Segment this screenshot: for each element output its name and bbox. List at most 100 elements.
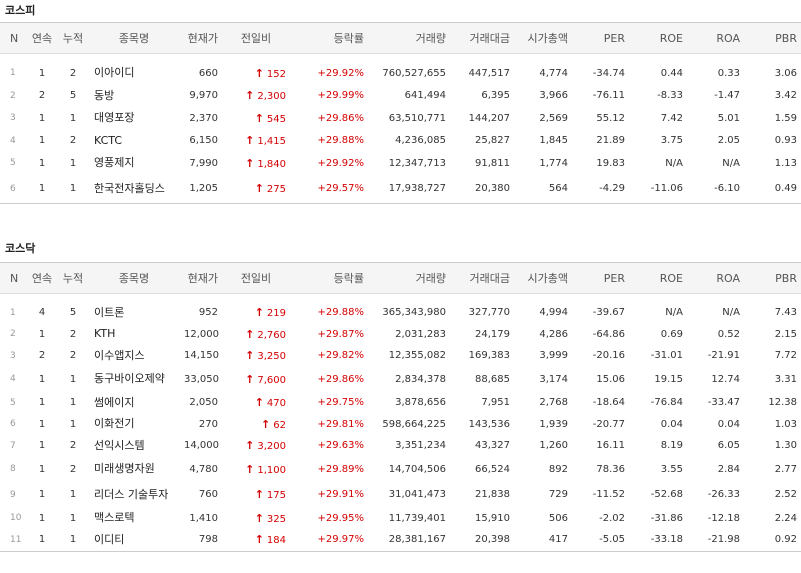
column-header-cap: 시가총액 [514,262,572,294]
cell-price: 798 [180,529,222,552]
table-row: 2 1 2 KTH 12,000 ↑ 2,760 +29.87% 2,031,283 24,179… [0,324,801,346]
cell-cum: 1 [69,112,77,124]
cell-price: 952 [198,307,218,319]
column-header-per: PER [572,22,629,54]
stock-name-link[interactable]: 맥스로텍 [94,511,135,525]
cell-change: ↑ 1,100 [222,457,290,483]
cell-n: 6 [0,174,26,204]
column-header-n: N [0,22,26,54]
cell-rate: +29.97% [290,529,368,552]
cell-price: 2,370 [189,112,218,124]
cell-streak: 1 [38,67,46,79]
cell-volume: 11,739,401 [388,512,446,524]
cell-volume: 31,041,473 [388,489,446,501]
cell-pbr: 0.49 [744,174,801,204]
stock-name-link[interactable]: 이트론 [94,305,125,319]
cell-value: 66,524 [475,463,510,475]
cell-price: 760 [198,489,218,501]
stock-name-link[interactable]: 이아이디 [94,66,135,80]
table-row: 8 1 2 미래생명자원 4,780 ↑ 1,100 +29.89% 14,704,506 66,… [0,457,801,483]
cell-roa: -12.18 [707,512,740,524]
table-row: 10 1 1 맥스로텍 1,410 ↑ 325 +29.95% 11,739,401 15,910… [0,508,801,530]
table-row: 4 1 2 KCTC 6,150 ↑ 1,415 +29.88% 4,236,085 25,827… [0,130,801,153]
cell-per: 78.36 [596,463,625,475]
cell-change: ↑ 3,250 [222,345,290,367]
cell-volume: 3,351,234 [395,440,446,452]
cell-price: 6,150 [189,135,218,147]
cell-streak: 1 [38,135,46,147]
stock-name-link[interactable]: 선익시스템 [94,438,145,452]
change-value: 219 [266,308,286,320]
cell-pbr: 2.52 [774,489,797,501]
up-arrow-icon: ↑ [254,182,264,195]
table-row: 4 1 1 동구바이오제약 33,050 ↑ 7,600 +29.86% 2,834,378 88… [0,367,801,393]
stock-name-link[interactable]: 리더스 기술투자 [94,487,169,501]
stock-name-link[interactable]: 이디티 [88,529,180,552]
cell-rate: +29.82% [317,350,364,362]
cell-cum: 1 [69,418,77,430]
cell-cum: 2 [69,328,77,340]
cell-cum: 2 [69,440,77,452]
cell-cum: 5 [69,90,77,102]
up-arrow-icon: ↑ [245,134,255,148]
cell-roe: -31.86 [650,512,683,524]
cell-roe: N/A [665,307,683,319]
stock-name-link[interactable]: 미래생명자원 [94,462,155,476]
cell-roe: -8.33 [657,90,683,102]
cell-roe: -33.18 [629,529,687,552]
cell-rate: +29.91% [317,489,364,501]
cell-rate: +29.87% [317,328,364,340]
column-header-roe: ROE [629,22,687,54]
change-value: 184 [266,535,286,547]
cell-cum: 5 [69,307,77,319]
cell-roa: -21.98 [687,529,744,552]
cell-pbr: 7.72 [774,350,797,362]
cell-roa: 5.01 [717,112,740,124]
stock-name-link[interactable]: 썸에이지 [94,395,135,409]
cell-cum: 1 [69,489,77,501]
cell-volume: 17,938,727 [368,174,450,204]
stock-name-link[interactable]: KTH [94,327,116,341]
cell-value: 21,838 [475,489,510,501]
cell-per: -20.77 [592,418,625,430]
column-header-price: 현재가 [180,22,222,54]
cell-roa: 2.84 [717,463,740,475]
table-row: 3 1 1 대영포장 2,370 ↑ 545 +29.86% 63,510,771 144,207… [0,107,801,130]
stock-name-link[interactable]: 영풍제지 [94,156,135,170]
stock-name-link[interactable]: 동구바이오제약 [94,372,165,386]
stock-name-link[interactable]: 동방 [94,88,115,102]
cell-pbr: 3.31 [774,373,797,385]
change-value: 325 [266,513,286,525]
cell-roa: 2.05 [717,135,740,147]
cell-change: ↑ 2,760 [222,324,290,346]
cell-cum: 2 [69,135,77,147]
cell-roa: -33.47 [707,397,740,409]
cell-change: ↑ 62 [222,414,290,436]
stock-name-link[interactable]: 이수앱지스 [94,348,145,362]
cell-roe: 0.04 [660,418,683,430]
stock-name-link[interactable]: 대영포장 [94,111,135,125]
column-header-rate: 등락률 [290,22,368,54]
cell-volume: 641,494 [404,90,446,102]
kosdaq-header-row: N 연속 누적 종목명 현재가 전일비 등락률 거래량 거래대금 시가총액 PER ROE ROA PBR [0,262,801,294]
cell-pbr: 1.59 [774,112,797,124]
cell-change: ↑ 545 [222,107,290,130]
cell-roe: N/A [665,157,683,169]
cell-roa: 0.04 [717,418,740,430]
cell-pbr: 1.03 [774,418,797,430]
cell-cum: 1 [69,157,77,169]
change-value: 3,250 [257,351,286,363]
stock-name-link[interactable]: 한국전자홀딩스 [88,174,180,204]
cell-value: 25,827 [475,135,510,147]
stock-name-link[interactable]: KCTC [94,133,123,147]
column-header-roa: ROA [687,22,744,54]
stock-name-link[interactable]: 이화전기 [94,417,135,431]
cell-pbr: 0.92 [744,529,801,552]
cell-streak: 1 [38,418,46,430]
cell-n: 8 [10,464,16,475]
kosdaq-title: 코스닥 [5,242,36,255]
cell-n: 1 [10,68,16,79]
kospi-header-row: N 연속 누적 종목명 현재가 전일비 등락률 거래량 거래대금 시가총액 PER ROE ROA PBR [0,22,801,54]
cell-n: 3 [10,113,16,124]
cell-cap: 2,768 [539,397,568,409]
